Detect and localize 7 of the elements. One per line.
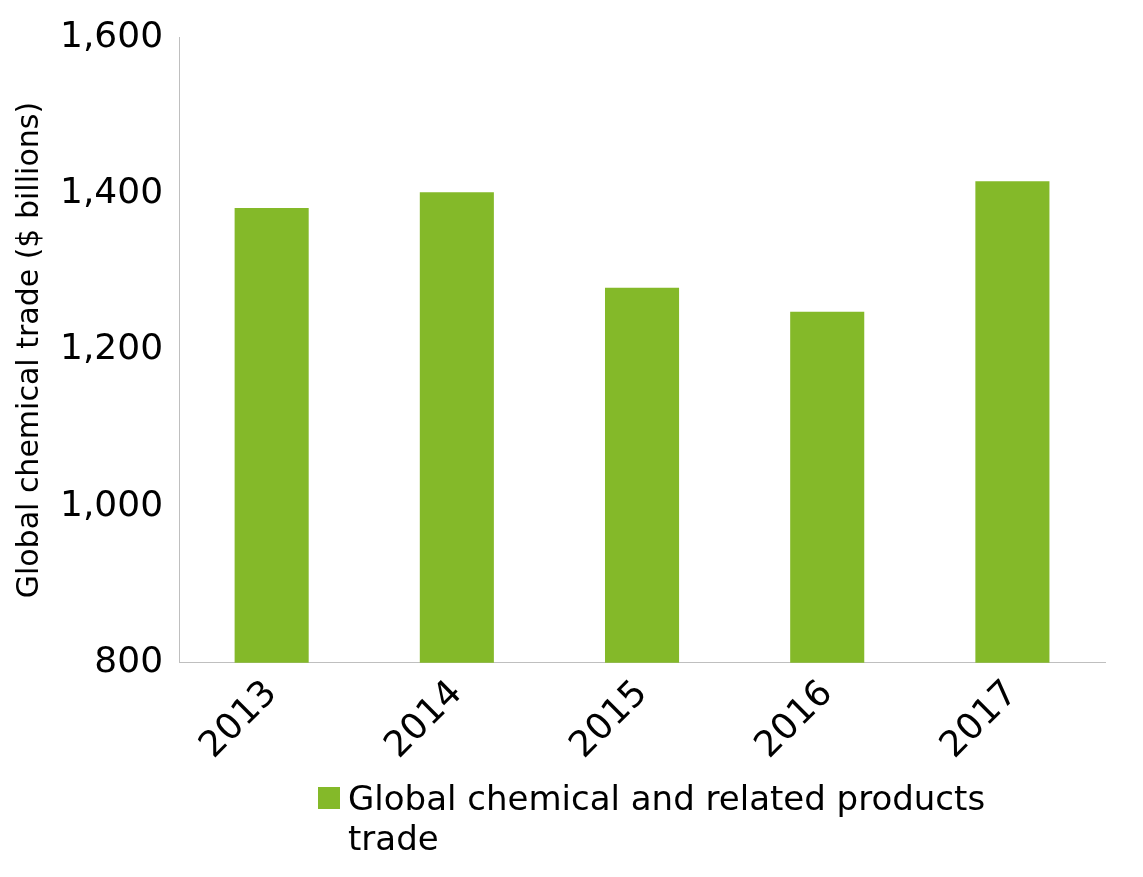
y-tick-label: 800 — [94, 639, 164, 681]
y-tick-label: 1,200 — [60, 326, 164, 368]
y-tick-label: 1,600 — [60, 13, 164, 55]
legend-label: Global chemical and related products trade — [348, 778, 987, 858]
y-tick-label: 1,400 — [60, 170, 164, 212]
y-tick-label: 1,000 — [60, 482, 164, 524]
y-axis-title: Global chemical trade ($ billions) — [9, 101, 45, 599]
